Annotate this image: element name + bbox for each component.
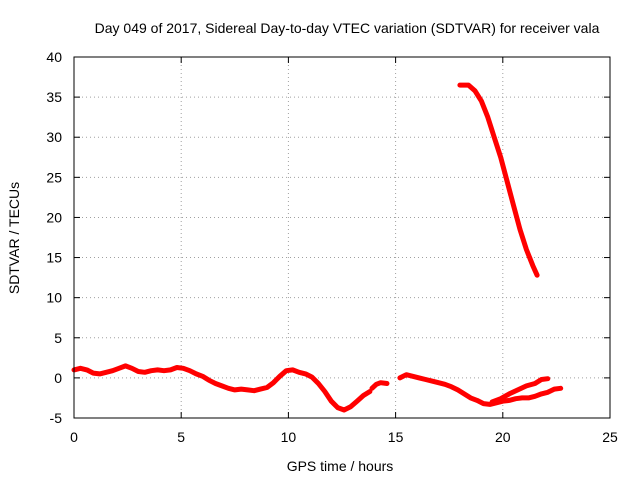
ticks: 0 5 10 15 20 25 -5 0 5 10 15 20 25 30 35 40 bbox=[46, 49, 618, 445]
x-axis-label: GPS time / hours bbox=[287, 458, 394, 474]
chart-title: Day 049 of 2017, Sidereal Day-to-day VTE… bbox=[95, 20, 600, 36]
x-tick-label: 0 bbox=[70, 429, 78, 445]
series-line-low-segment-3 bbox=[397, 372, 564, 407]
y-tick-label: 0 bbox=[54, 370, 62, 386]
x-tick-label: 20 bbox=[495, 429, 511, 445]
y-tick-label: 10 bbox=[46, 290, 62, 306]
y-tick-label: 5 bbox=[54, 330, 62, 346]
y-tick-label: 20 bbox=[46, 209, 62, 225]
series-line-high-segment bbox=[457, 82, 540, 278]
x-tick-label: 5 bbox=[177, 429, 185, 445]
y-axis-label: SDTVAR / TECUs bbox=[6, 182, 22, 294]
series-line-low-segment-2 bbox=[369, 380, 390, 391]
y-tick-label: 15 bbox=[46, 250, 62, 266]
y-tick-label: -5 bbox=[50, 410, 63, 426]
series-group bbox=[71, 82, 564, 413]
series-line-low-segment-1 bbox=[71, 363, 373, 413]
y-tick-label: 30 bbox=[46, 129, 62, 145]
grid bbox=[74, 57, 610, 418]
x-tick-label: 25 bbox=[602, 429, 618, 445]
series-line-low-segment-4 bbox=[489, 376, 551, 405]
y-tick-label: 25 bbox=[46, 169, 62, 185]
y-tick-label: 40 bbox=[46, 49, 62, 65]
y-tick-label: 35 bbox=[46, 89, 62, 105]
plot-frame bbox=[73, 56, 611, 419]
x-tick-label: 10 bbox=[281, 429, 297, 445]
x-tick-label: 15 bbox=[388, 429, 404, 445]
